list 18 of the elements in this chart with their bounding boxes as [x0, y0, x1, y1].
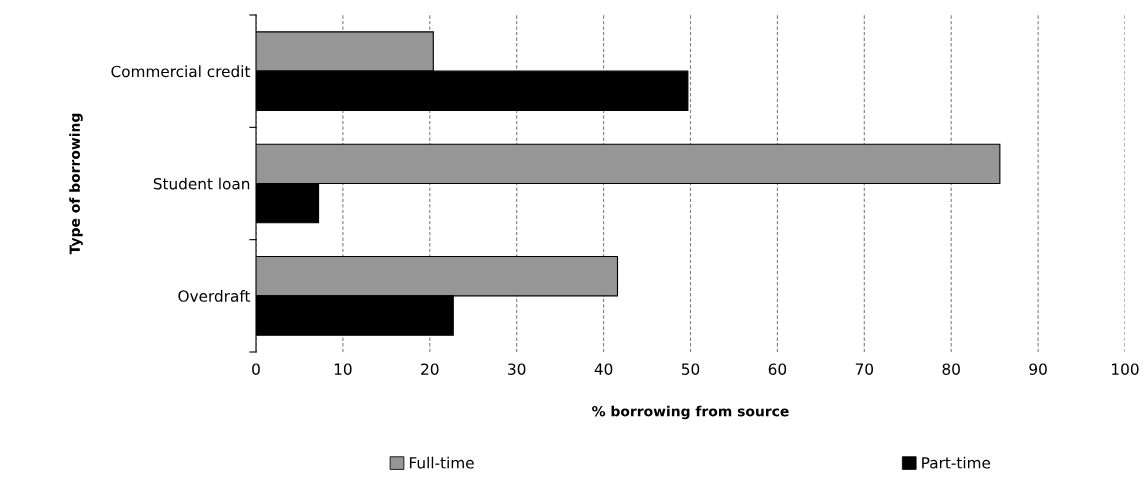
x-tick-label: 40 [594, 363, 613, 375]
y-tick-label: Overdraft [178, 290, 251, 302]
x-tick-label: 60 [768, 363, 787, 375]
x-tick-label: 90 [1029, 363, 1047, 375]
x-tick-label: 80 [942, 363, 960, 375]
x-tick-label: 50 [681, 363, 700, 375]
legend-label: Full-time [409, 456, 474, 469]
x-axis-title: % borrowing from source [592, 405, 789, 420]
x-tick-label: 100 [1112, 363, 1139, 375]
x-tick-label: 0 [252, 363, 260, 375]
x-tick-label: 20 [421, 363, 439, 375]
legend-label: Part-time [922, 456, 991, 469]
x-tick-label: 70 [855, 363, 874, 375]
y-tick-label: Commercial credit [111, 65, 251, 78]
y-tick-label: Student loan [153, 177, 250, 190]
x-tick-label: 10 [334, 363, 352, 375]
x-tick-label: 30 [508, 363, 526, 375]
y-axis-title: Type of borrowing [69, 113, 83, 255]
